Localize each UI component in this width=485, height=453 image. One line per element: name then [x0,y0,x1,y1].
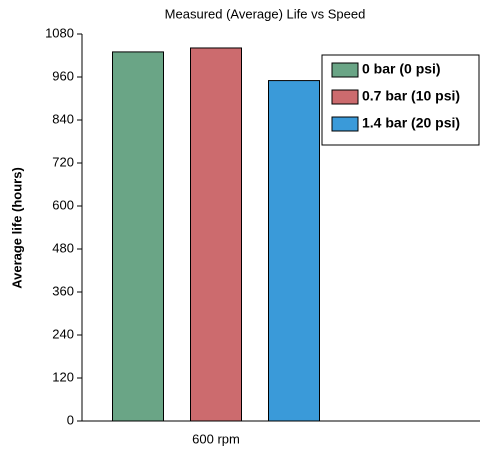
legend-swatch [331,89,359,105]
y-axis-label: Average life (hours) [9,167,24,289]
legend-label: 0.7 bar (10 psi) [362,88,460,104]
y-tick-label: 840 [52,111,74,126]
legend-swatch [331,62,359,78]
legend-swatch [331,116,359,132]
y-tick-label: 0 [67,412,74,427]
y-tick-label: 960 [52,68,74,83]
bar [268,80,320,422]
x-tick-label: 600 rpm [192,431,240,446]
legend-label: 1.4 bar (20 psi) [362,115,460,131]
y-tick-label: 1080 [45,25,74,40]
y-tick-label: 600 [52,197,74,212]
y-tick-label: 240 [52,326,74,341]
chart-title: Measured (Average) Life vs Speed [165,6,366,21]
y-tick-label: 720 [52,154,74,169]
legend-label: 0 bar (0 psi) [362,61,441,77]
y-tick-label: 360 [52,283,74,298]
y-tick-label: 120 [52,369,74,384]
bar [112,51,164,422]
y-tick-label: 480 [52,240,74,255]
bar [190,47,242,422]
